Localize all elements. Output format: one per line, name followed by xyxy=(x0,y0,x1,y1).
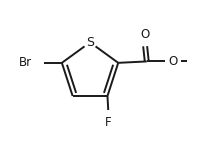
Text: O: O xyxy=(168,55,178,68)
Text: S: S xyxy=(86,36,94,49)
Text: Br: Br xyxy=(19,56,32,69)
Text: F: F xyxy=(105,116,112,129)
Text: O: O xyxy=(140,28,149,41)
